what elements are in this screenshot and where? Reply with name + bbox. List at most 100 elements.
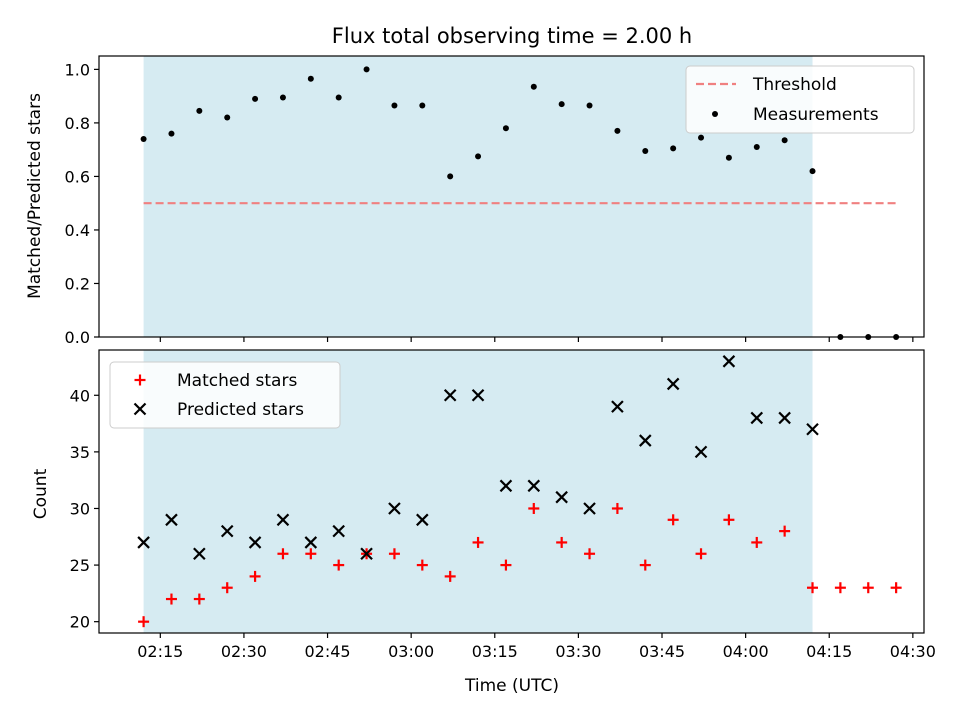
predicted-point [639,434,652,447]
legend-matched-swatch [134,374,146,386]
matched-point [890,582,902,594]
matched-point [193,593,205,605]
x-tick-label: 04:30 [890,642,936,661]
predicted-point [165,513,178,527]
matched-point [472,536,484,548]
predicted-point [220,524,234,538]
matched-point [807,582,819,594]
y-tick-label: 20 [70,613,90,632]
bottom-legend: Matched stars Predicted stars [109,361,341,429]
x-tick-label: 02:45 [304,642,350,661]
legend-measurement-swatch [712,111,718,117]
predicted-point [694,445,708,459]
top-y-axis-label: Matched/Predicted stars [25,93,45,299]
matched-point [221,582,233,594]
measurement-point [224,114,231,121]
measurement-point [502,125,509,132]
measurement-point [698,134,705,141]
measurement-point [307,75,314,82]
matched-point [305,548,317,560]
series-measurements [140,66,900,340]
matched-point [611,502,623,514]
measurement-point [753,143,760,150]
y-tick-label: 30 [70,499,90,518]
matched-point [751,536,763,548]
x-tick-label: 03:45 [639,642,685,661]
measurement-point [252,95,259,102]
legend-predicted-label: Predicted stars [177,400,304,420]
axes-frame [98,55,925,338]
measurement-point [475,153,482,160]
measurement-point [558,101,565,108]
legend-threshold-label: Threshold [752,75,837,95]
predicted-point [388,502,401,515]
measurement-point [725,154,732,161]
measurement-point [140,135,147,142]
predicted-point [304,536,318,549]
legend-box [685,65,915,134]
matched-point [444,570,456,582]
measurement-point [447,173,454,180]
matched-point [138,616,150,628]
legend-matched-label: Matched stars [177,371,297,391]
matched-point [165,593,177,605]
legend-measurement-label: Measurements [753,105,879,125]
predicted-point [360,547,373,561]
measurement-point [168,130,175,137]
figure-title: Flux total observing time = 2.00 h [332,24,692,48]
measurement-point [809,168,816,175]
matched-point [667,514,679,526]
predicted-point [248,536,262,549]
matched-point [333,559,345,571]
predicted-point [471,389,485,402]
predicted-point [583,502,596,515]
predicted-point [416,513,429,527]
x-tick-label: 03:15 [472,642,518,661]
measurement-point [781,137,788,144]
predicted-point [137,536,150,549]
matched-point [388,548,400,560]
series-predicted-stars [137,355,819,561]
predicted-point [611,400,624,413]
predicted-point [499,479,513,493]
predicted-point [555,490,568,504]
x-axis-label: Time (UTC) [464,676,559,696]
y-tick-label: 0.6 [65,167,90,186]
measurement-point [196,107,203,114]
predicted-point [443,389,457,402]
y-tick-label: 40 [70,386,90,405]
measurement-point [335,94,342,101]
matched-point [528,502,540,514]
y-tick-label: 1.0 [65,60,90,79]
measurement-point [530,83,537,90]
measurement-point [279,94,286,101]
matched-point [834,582,846,594]
legend-predicted-swatch [133,402,147,416]
matched-point [500,559,512,571]
matched-point [416,559,428,571]
top-panel: 0.0 0.2 0.4 0.6 0.8 1.0 Threshold Measurements [65,55,925,347]
measurement-point [614,127,621,134]
matched-point [779,525,791,537]
series-matched-stars [138,502,902,628]
x-tick-label: 03:00 [388,642,434,661]
x-tick-label: 04:15 [806,642,852,661]
bottom-panel: 20 25 30 35 40 02:15 02:30 02:45 03:00 03:15 03:30… [70,349,936,661]
x-tick-label: 02:30 [221,642,267,661]
measurement-point [363,66,370,73]
predicted-point [276,513,290,527]
measurement-point [586,102,593,109]
matched-point [639,559,651,571]
legend-box [109,361,341,429]
measurement-point [391,102,398,109]
y-tick-label: 0.4 [65,221,90,240]
matched-point [695,548,707,560]
x-tick-label: 02:15 [137,642,183,661]
matched-point [723,514,735,526]
predicted-point [332,524,345,538]
y-tick-label: 0.0 [65,328,90,347]
bottom-y-axis-label: Count [31,468,51,519]
matched-point [862,582,874,594]
matched-point [584,548,596,560]
